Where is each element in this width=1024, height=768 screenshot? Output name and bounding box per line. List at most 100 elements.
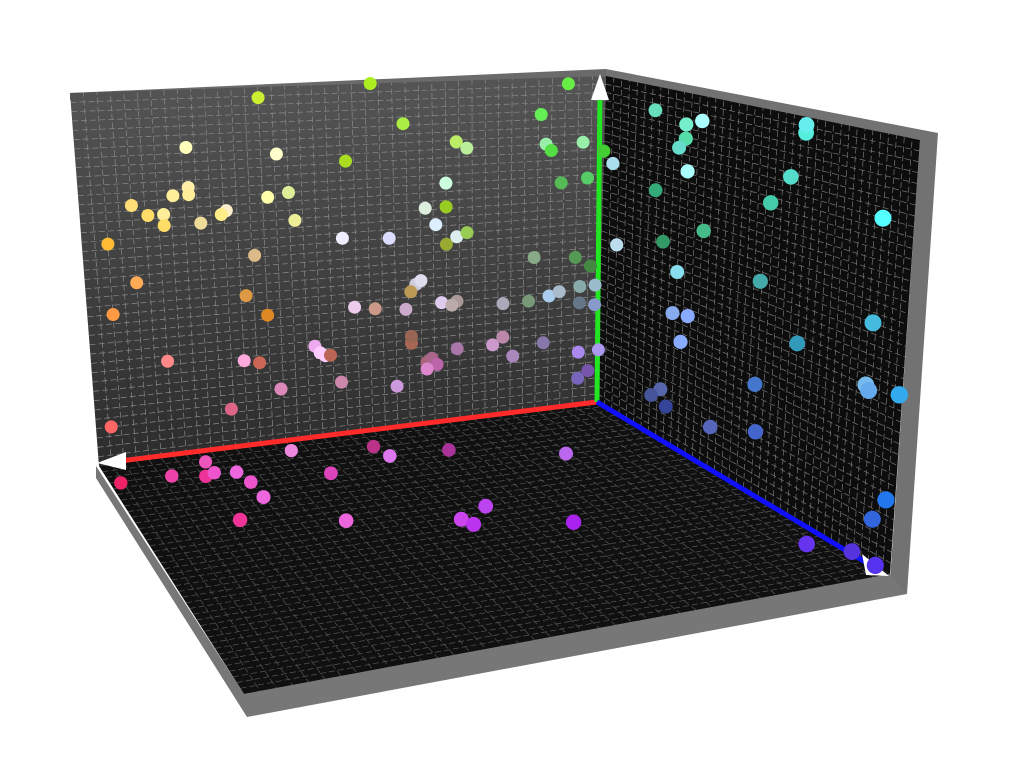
scatter-point	[368, 302, 382, 316]
scatter-point	[244, 475, 258, 489]
grid-line	[71, 91, 606, 112]
grid-line	[867, 135, 897, 562]
grid-line	[248, 446, 439, 659]
scatter-point	[572, 296, 586, 310]
scatter-point	[414, 274, 428, 288]
grid-line	[217, 88, 237, 449]
grid-line	[74, 124, 605, 150]
scatter-point	[597, 144, 611, 158]
side-wall-frame	[606, 69, 938, 594]
grid-line	[534, 409, 810, 590]
grid-line	[284, 86, 299, 441]
scatter-point	[573, 280, 587, 293]
scatter-point	[348, 300, 362, 314]
grid-line	[397, 427, 632, 623]
grid-line	[444, 81, 448, 422]
grid-line	[175, 491, 751, 587]
grid-line	[497, 79, 500, 415]
grid-line	[422, 424, 665, 617]
scatter-point	[324, 466, 338, 481]
scatter-point	[581, 364, 595, 378]
grid-line	[472, 417, 729, 605]
scatter-point	[124, 199, 138, 212]
scatter-point	[161, 354, 175, 368]
grid-line	[257, 87, 274, 444]
scatter-point	[591, 343, 605, 357]
grid-line	[85, 246, 602, 290]
scatter-point	[527, 251, 541, 264]
scatter-point	[610, 238, 624, 252]
grid-line	[603, 77, 615, 407]
scatter-point	[561, 77, 575, 91]
scatter-point	[404, 285, 418, 299]
grid-line	[204, 526, 810, 632]
back-wall	[70, 76, 606, 466]
grid-line	[75, 140, 605, 168]
grid-line	[794, 119, 819, 519]
grid-line	[142, 453, 685, 535]
grid-line	[597, 385, 892, 553]
grid-line	[559, 406, 842, 584]
grid-line	[167, 483, 737, 575]
scatter-point	[496, 330, 510, 344]
scatter-point	[798, 117, 815, 133]
grid-line	[80, 189, 603, 224]
grid-lines	[70, 76, 920, 692]
scatter-point	[864, 314, 882, 332]
scatter-point	[382, 231, 396, 245]
scatter-point	[552, 285, 566, 299]
scatter-point	[648, 183, 663, 198]
grid-line	[92, 328, 600, 383]
grid-line	[522, 411, 794, 593]
grid-line	[597, 393, 891, 564]
scatter-point	[670, 265, 685, 279]
grid-line	[78, 173, 604, 206]
scatter-point	[843, 543, 861, 560]
grid-line	[207, 530, 817, 638]
grid-line	[459, 419, 713, 608]
scatter-point	[442, 443, 456, 457]
scatter-point	[420, 362, 434, 376]
grid-line	[600, 287, 901, 423]
scatter-point	[752, 273, 768, 289]
grid-line	[534, 78, 540, 411]
grid-line	[484, 416, 745, 602]
scatter-point	[207, 466, 221, 480]
scatter-point	[536, 336, 550, 350]
scatter-point	[282, 186, 295, 199]
grid-line	[123, 91, 150, 460]
grid-line	[79, 181, 604, 215]
grid-line	[97, 385, 598, 448]
grid-line	[404, 82, 411, 427]
grid-line	[601, 238, 906, 358]
scatter-point	[261, 308, 275, 322]
grid-line	[120, 427, 641, 501]
scatter-point	[399, 302, 413, 316]
grid-line	[801, 120, 827, 523]
y-axis-arrow-icon	[591, 74, 609, 100]
grid-line	[96, 92, 125, 463]
grid-line	[351, 84, 361, 433]
scatter-point	[237, 354, 251, 368]
scatter-point	[588, 278, 602, 292]
scatter-point	[571, 345, 585, 359]
scatter-point	[747, 376, 763, 392]
grid-line	[83, 230, 602, 271]
scatter-point	[435, 296, 449, 310]
grid-line	[81, 206, 603, 243]
scatter-point	[335, 375, 348, 389]
grid-line	[597, 377, 893, 542]
scatter-point	[680, 164, 695, 179]
scatter-point	[486, 338, 500, 352]
grid-line	[633, 83, 646, 424]
grid-line	[73, 116, 605, 140]
grid-line	[164, 479, 729, 569]
grid-line	[91, 320, 600, 374]
scatter-point	[568, 250, 582, 264]
scatter-point	[165, 469, 179, 483]
scatter-point	[581, 171, 594, 185]
grid-line	[235, 448, 422, 662]
scatter-point	[194, 216, 208, 230]
grid-line	[377, 83, 386, 430]
